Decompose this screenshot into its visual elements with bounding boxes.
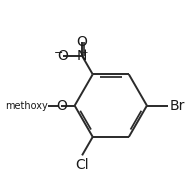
Text: Br: Br	[170, 99, 185, 113]
Text: methoxy: methoxy	[5, 101, 47, 111]
Text: O: O	[57, 49, 68, 63]
Text: N: N	[77, 49, 87, 63]
Text: −: −	[54, 48, 63, 58]
Text: +: +	[81, 48, 88, 57]
Text: O: O	[77, 35, 87, 49]
Text: Cl: Cl	[75, 158, 89, 172]
Text: O: O	[56, 99, 67, 113]
